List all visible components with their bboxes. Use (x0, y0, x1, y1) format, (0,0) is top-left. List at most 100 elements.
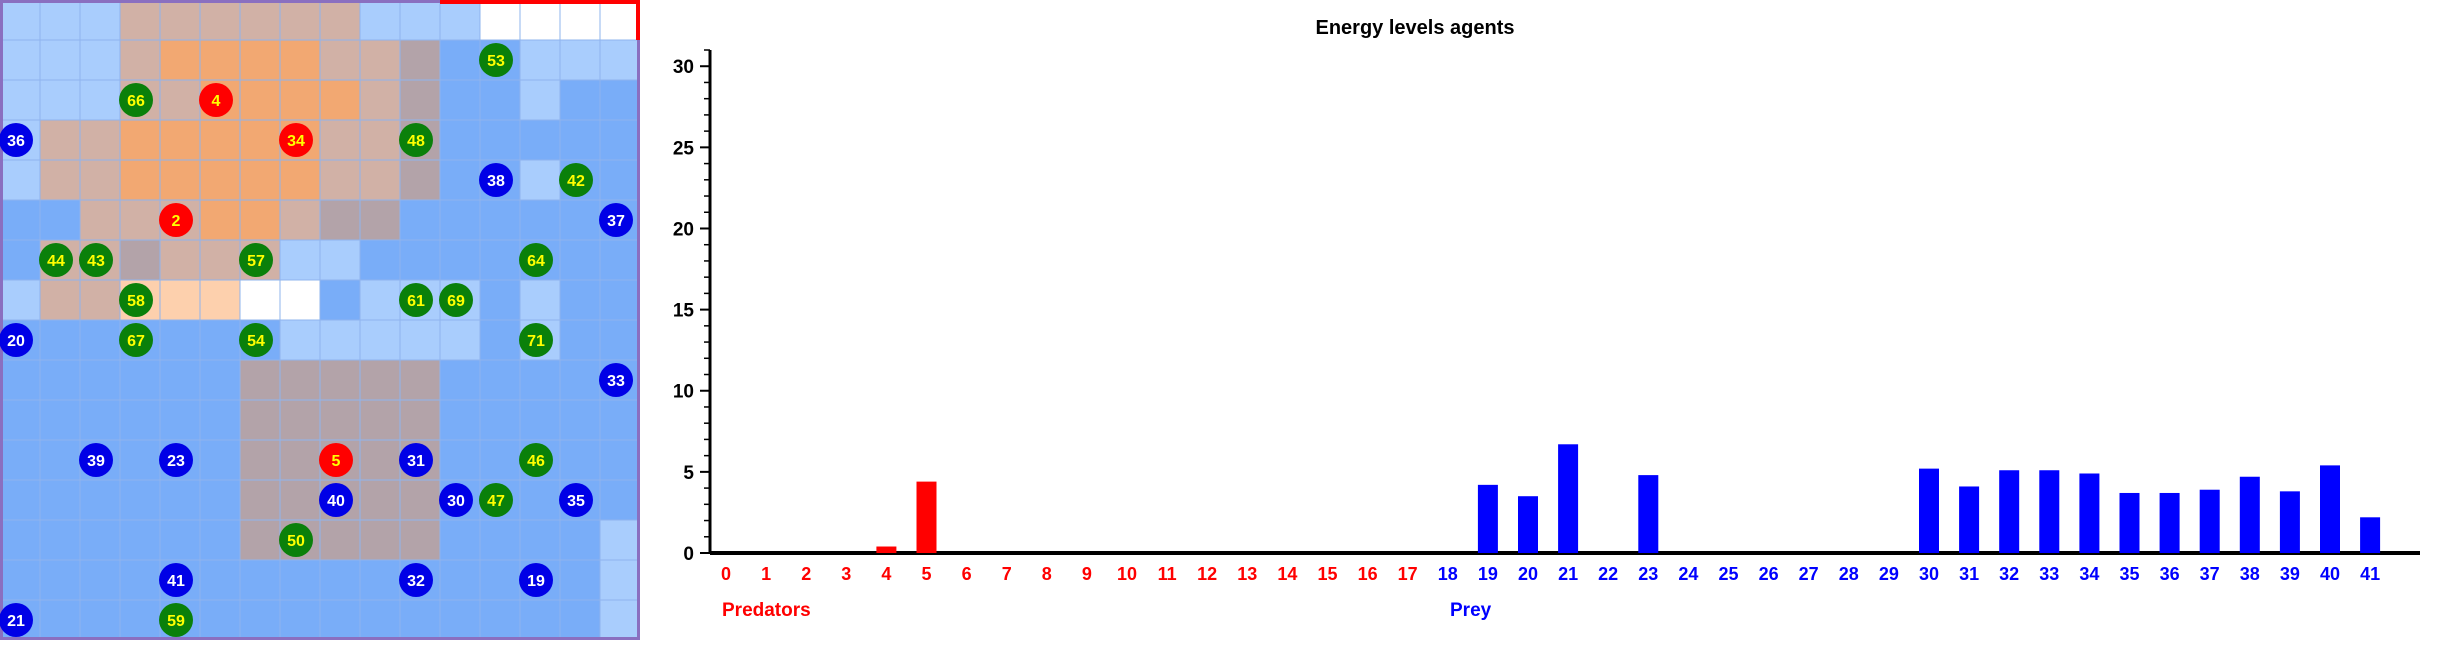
grid-cell (439, 319, 481, 361)
grid-cell (439, 359, 481, 401)
grid-cell (39, 519, 81, 561)
grid-cell (0, 79, 41, 121)
grid-cell (159, 519, 201, 561)
agent-id-label: 67 (127, 333, 145, 350)
x-tick-label: 11 (1158, 564, 1177, 584)
x-tick-label: 41 (2360, 564, 2380, 584)
grid-cell (319, 399, 361, 441)
agent-id-label: 37 (607, 213, 625, 230)
grid-cell (319, 0, 361, 41)
grid-cell (279, 0, 321, 41)
x-tick-label: 5 (921, 564, 931, 584)
x-tick-label: 33 (2039, 564, 2059, 584)
x-tick-label: 1 (761, 564, 771, 584)
agent-green: 61 (399, 283, 433, 317)
grid-cell (479, 79, 521, 121)
agent-marker (599, 363, 633, 397)
grid-cell (79, 0, 121, 41)
agent-green: 53 (479, 43, 513, 77)
grid-cell (239, 439, 281, 481)
agent-id-label: 5 (332, 453, 341, 470)
agent-id-label: 34 (287, 133, 305, 150)
agent-blue: 31 (399, 443, 433, 477)
grid-cell (559, 599, 601, 641)
x-tick-label: 18 (1438, 564, 1458, 584)
grid-cell (159, 279, 201, 321)
grid-cell (359, 199, 401, 241)
grid-cell (199, 0, 241, 41)
grid-cell (199, 479, 241, 521)
agent-id-label: 54 (247, 333, 265, 350)
agent-green: 58 (119, 283, 153, 317)
x-tick-label: 12 (1197, 564, 1217, 584)
grid-cell (559, 559, 601, 601)
grid-cell (199, 599, 241, 641)
grid-cell (599, 399, 641, 441)
grid-cell (599, 599, 641, 641)
agent-marker (399, 443, 433, 477)
grid-cell (279, 279, 321, 321)
grid-cell (319, 359, 361, 401)
grid-cell (119, 439, 161, 481)
grid-cell (599, 239, 641, 281)
grid-cell (399, 159, 441, 201)
agent-id-label: 50 (287, 533, 305, 550)
grid-cell (359, 399, 401, 441)
grid-cell (439, 519, 481, 561)
x-tick-label: 23 (1638, 564, 1658, 584)
grid-cell (159, 0, 201, 41)
agent-marker (479, 483, 513, 517)
x-tick-label: 25 (1718, 564, 1738, 584)
grid-cell (119, 239, 161, 281)
grid-cell (39, 559, 81, 601)
grid-cell (119, 199, 161, 241)
grid-cell (319, 119, 361, 161)
grid-cell (0, 279, 41, 321)
grid-cell (119, 559, 161, 601)
agent-blue: 36 (0, 123, 33, 157)
grid-cell (199, 199, 241, 241)
grid-cell (439, 79, 481, 121)
grid-cell (519, 119, 561, 161)
grid-cell (399, 399, 441, 441)
grid-cell (279, 359, 321, 401)
agent-marker (159, 203, 193, 237)
grid-cell (399, 199, 441, 241)
grid-cell (199, 439, 241, 481)
agent-green: 71 (519, 323, 553, 357)
agent-id-label: 21 (7, 613, 25, 630)
agent-id-label: 48 (407, 133, 425, 150)
grid-cell (239, 359, 281, 401)
agent-id-label: 64 (527, 253, 545, 270)
bar-agent-19 (1477, 484, 1498, 553)
agent-marker (199, 83, 233, 117)
agent-blue: 32 (399, 563, 433, 597)
y-tick-label: 15 (673, 301, 695, 322)
bar-agent-35 (2119, 492, 2140, 553)
grid-cell (519, 0, 561, 41)
grid-cell (519, 199, 561, 241)
grid-cell (79, 519, 121, 561)
grid-cell (599, 159, 641, 201)
agent-id-label: 66 (127, 93, 145, 110)
x-tick-label: 38 (2240, 564, 2260, 584)
grid-cell (119, 599, 161, 641)
x-tick-label: 24 (1678, 564, 1698, 584)
grid-cell (0, 159, 41, 201)
legend-predators: Predators (722, 600, 811, 621)
agent-marker (159, 603, 193, 637)
grid-cell (0, 359, 41, 401)
agent-id-label: 47 (487, 493, 505, 510)
grid-cell (39, 599, 81, 641)
bar-agent-37 (2199, 489, 2220, 553)
agent-green: 47 (479, 483, 513, 517)
agent-marker (319, 483, 353, 517)
grid-cell (359, 559, 401, 601)
agent-id-label: 58 (127, 293, 145, 310)
grid-cell (479, 239, 521, 281)
x-tick-label: 31 (1959, 564, 1979, 584)
grid-cell (559, 359, 601, 401)
x-tick-label: 14 (1277, 564, 1297, 584)
agent-blue: 21 (0, 603, 33, 637)
grid-cell (39, 399, 81, 441)
